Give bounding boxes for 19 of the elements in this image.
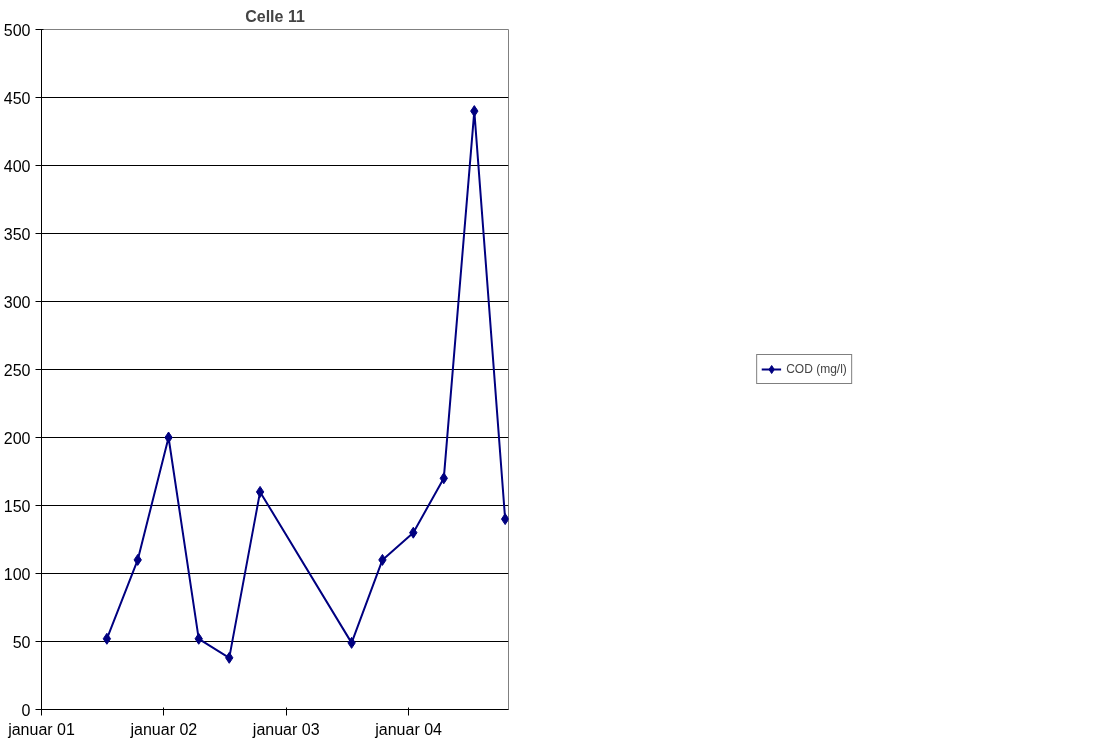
y-tick-label: 400	[3, 157, 31, 175]
y-tick-label: 500	[3, 21, 31, 39]
x-tick-label: januar 04	[374, 720, 443, 738]
chart-title: Celle 11	[245, 7, 305, 25]
x-tick-label: januar 03	[251, 720, 320, 738]
y-tick-label: 100	[3, 565, 31, 583]
y-tick-label: 150	[3, 497, 31, 515]
point	[255, 485, 265, 498]
y-tick-label: 0	[21, 701, 31, 719]
x-tick-label: januar 01	[7, 720, 75, 738]
point	[102, 632, 112, 645]
y-tick-label: 50	[12, 633, 31, 651]
x-tick-label: januar 02	[129, 720, 198, 738]
y-tick-label: 250	[3, 361, 31, 379]
y-tick-label: 200	[3, 429, 31, 447]
y-tick-label: 350	[3, 225, 31, 243]
legend-label: COD (mg/l)	[786, 362, 847, 376]
y-tick-label: 450	[3, 89, 31, 107]
y-tick-label: 300	[3, 293, 31, 311]
